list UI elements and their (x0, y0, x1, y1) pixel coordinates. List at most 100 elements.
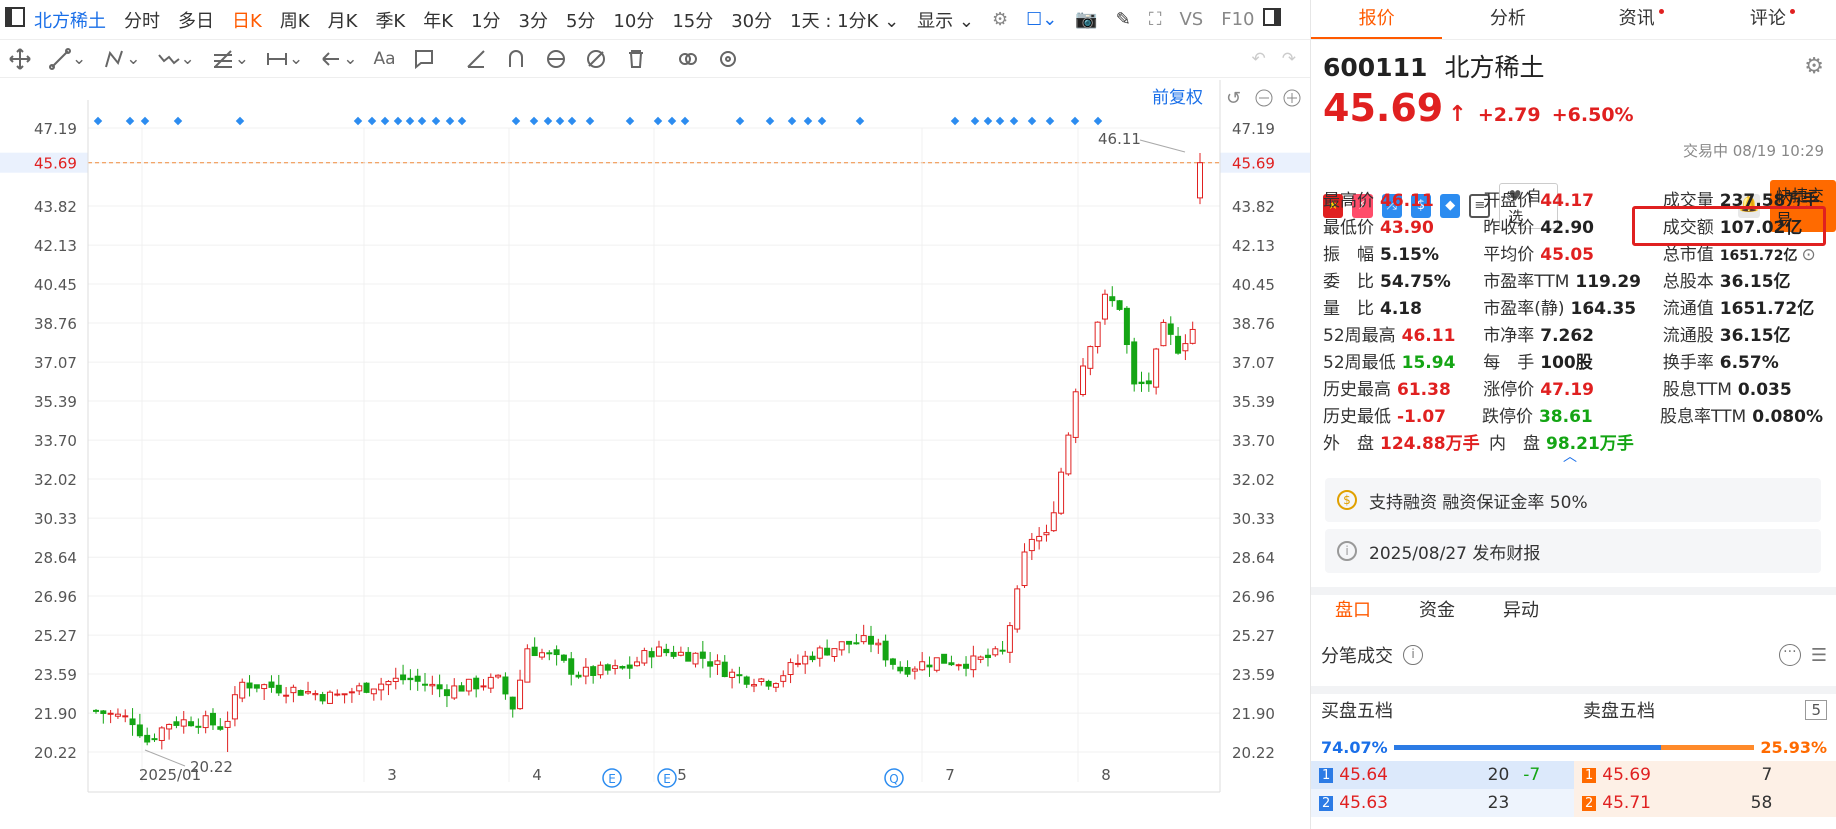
zoom-out-icon[interactable] (1255, 89, 1273, 107)
event-diamond[interactable] (511, 116, 521, 126)
event-diamond[interactable] (93, 116, 103, 126)
event-diamond[interactable] (367, 116, 377, 126)
event-diamond[interactable] (529, 116, 539, 126)
event-diamond[interactable] (405, 116, 415, 126)
event-diamond[interactable] (555, 116, 565, 126)
period-tab[interactable]: 周K (279, 10, 310, 32)
event-diamond[interactable] (735, 116, 745, 126)
fib-tool-icon[interactable]: ⌄ (211, 47, 249, 71)
event-diamond[interactable] (140, 116, 150, 126)
collapse-chevron-icon[interactable]: ︿ (1563, 449, 1577, 465)
event-marker[interactable] (657, 768, 677, 788)
event-diamond[interactable] (393, 116, 403, 126)
event-diamond[interactable] (803, 116, 813, 126)
event-diamond[interactable] (653, 116, 663, 126)
lock-drawing-icon[interactable] (544, 47, 568, 71)
event-diamond[interactable] (625, 116, 635, 126)
list-icon[interactable]: ☰ (1810, 644, 1827, 666)
polyline-tool-icon[interactable]: ⌄ (102, 47, 141, 71)
period-tab[interactable]: 月K (327, 10, 358, 32)
fullscreen-icon[interactable]: ⛶ (1148, 9, 1162, 30)
undo-icon[interactable]: ↶ (1251, 48, 1266, 69)
event-diamond[interactable] (1027, 116, 1037, 126)
margin-info-box[interactable]: $ 支持融资 融资保证金率 50% (1325, 478, 1821, 522)
event-diamond[interactable] (543, 116, 553, 126)
period-tab[interactable]: 3分 (518, 10, 548, 32)
period-tab[interactable]: 15分 (672, 10, 714, 32)
event-diamond[interactable] (817, 116, 827, 126)
link-icon[interactable] (676, 47, 700, 71)
period-tab[interactable]: 10分 (613, 10, 655, 32)
event-marker[interactable] (884, 768, 904, 788)
event-diamond[interactable] (173, 116, 183, 126)
ruler-tool-icon[interactable] (464, 47, 488, 71)
event-diamond[interactable] (680, 116, 690, 126)
event-marker[interactable] (602, 768, 622, 788)
event-diamond[interactable] (995, 116, 1005, 126)
ask-cell[interactable]: 2 45.71 58 (1574, 789, 1836, 817)
event-diamond[interactable] (417, 116, 427, 126)
bottom-tab[interactable]: 异动 (1503, 600, 1539, 621)
panel-toggle-icon[interactable] (4, 6, 26, 33)
tab-3[interactable]: 评论 (1705, 0, 1836, 39)
pencil-icon[interactable]: ✎ (1115, 9, 1131, 30)
period-tab[interactable]: 分时 (124, 10, 160, 32)
f10-button[interactable]: F10 (1221, 9, 1255, 30)
vs-button[interactable]: VS (1179, 9, 1204, 30)
kline-svg[interactable]: 47.19 47.19 45.69 45.69 43.82 43.82 42.13 42.13… (0, 80, 1310, 829)
tab-2[interactable]: 资讯 (1574, 0, 1705, 39)
dollar-icon[interactable]: $ (1410, 194, 1432, 218)
add-watchlist-button[interactable]: ♥ 自选 (1499, 183, 1558, 229)
event-diamond[interactable] (1045, 116, 1055, 126)
tab-1[interactable]: 分析 (1442, 0, 1573, 39)
comment-tool-icon[interactable] (412, 47, 436, 71)
move-icon[interactable] (8, 47, 32, 71)
period-tab[interactable]: 5分 (565, 10, 596, 32)
bid-cell[interactable]: 2 45.63 23 (1311, 789, 1574, 817)
tag-icon[interactable]: ◆ (1440, 194, 1461, 218)
event-diamond[interactable] (457, 116, 467, 126)
tab-0[interactable]: 报价 (1311, 0, 1443, 39)
delete-icon[interactable] (624, 47, 648, 71)
settings-gear-icon[interactable]: ⚙ (991, 9, 1009, 30)
wave-tool-icon[interactable]: ⌄ (157, 47, 195, 71)
arrow-tool-icon[interactable]: ⌄ (319, 47, 358, 71)
display-select[interactable]: 显示 ⌄ (917, 10, 974, 32)
tool-settings-icon[interactable] (716, 47, 740, 71)
zoom-in-icon[interactable] (1283, 89, 1301, 107)
doc-icon[interactable]: ≡ (1469, 194, 1491, 218)
event-diamond[interactable] (983, 116, 993, 126)
reset-icon[interactable]: ↺ (1226, 88, 1241, 109)
more-icon[interactable]: ··· (1778, 644, 1801, 666)
period-select[interactable]: 1天 : 1分K ⌄ (790, 10, 900, 32)
hide-drawing-icon[interactable] (584, 47, 608, 71)
ask-cell[interactable]: 1 45.69 7 (1574, 761, 1836, 789)
stock-name-link[interactable]: 北方稀土 (34, 10, 106, 32)
event-diamond[interactable] (765, 116, 775, 126)
camera-icon[interactable]: 📷 (1075, 9, 1098, 30)
square-select-icon[interactable]: ☐⌄ (1026, 9, 1058, 30)
lightning-icon[interactable]: ⚡ (1352, 194, 1373, 218)
event-diamond[interactable] (1093, 116, 1103, 126)
line-tool-icon[interactable]: ⌄ (48, 47, 86, 71)
measure-tool-icon[interactable]: ⌄ (265, 47, 303, 71)
info-icon[interactable]: i (1403, 645, 1423, 665)
event-diamond[interactable] (1070, 116, 1080, 126)
bid-cell[interactable]: 1 45.64 20 -7 (1311, 761, 1574, 789)
report-info-box[interactable]: i 2025/08/27 发布财报 (1325, 529, 1821, 573)
period-tab[interactable]: 季K (375, 10, 406, 32)
event-diamond[interactable] (353, 116, 363, 126)
period-tab[interactable]: 多日 (178, 10, 214, 32)
event-diamond[interactable] (1009, 116, 1019, 126)
period-tab[interactable]: 30分 (731, 10, 773, 32)
shuffle-icon[interactable]: ⤮ (1381, 194, 1402, 218)
redo-icon[interactable]: ↷ (1281, 48, 1296, 69)
event-diamond[interactable] (445, 116, 455, 126)
kline-chart[interactable]: 47.19 47.19 45.69 45.69 43.82 43.82 42.13 42.13… (0, 80, 1310, 829)
event-diamond[interactable] (431, 116, 441, 126)
text-tool-icon[interactable]: Aa (373, 48, 396, 69)
event-diamond[interactable] (235, 116, 245, 126)
level-count-toggle[interactable]: 5 (1805, 700, 1827, 720)
event-diamond[interactable] (667, 116, 677, 126)
event-diamond[interactable] (567, 116, 577, 126)
